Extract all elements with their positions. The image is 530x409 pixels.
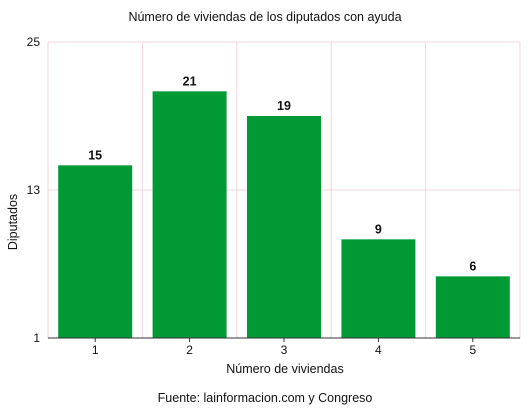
y-axis-label: Diputados xyxy=(6,194,20,250)
source-note: Fuente: lainformacion.com y Congreso xyxy=(158,391,373,405)
data-label: 6 xyxy=(469,259,476,273)
x-tick-label: 5 xyxy=(469,343,476,357)
bar xyxy=(341,239,416,338)
y-tick-label: 13 xyxy=(27,183,41,197)
plot-area: 15 21 19 9 6 1 2 3 4 5 1 13 25 xyxy=(27,35,521,357)
bar xyxy=(435,276,510,338)
x-tick-label: 4 xyxy=(375,343,382,357)
chart-title: Número de viviendas de los diputados con… xyxy=(128,10,401,24)
data-label: 9 xyxy=(375,222,382,236)
x-tick-label: 2 xyxy=(186,343,193,357)
data-label: 15 xyxy=(88,148,102,162)
x-axis-label: Número de viviendas xyxy=(226,362,343,376)
y-tick-label: 25 xyxy=(27,35,41,49)
y-tick-label: 1 xyxy=(33,331,40,345)
bar xyxy=(152,91,227,338)
data-label: 19 xyxy=(277,99,291,113)
bar xyxy=(58,165,133,338)
bar xyxy=(247,116,321,338)
data-label: 21 xyxy=(183,74,197,88)
x-tick-label: 1 xyxy=(92,343,99,357)
x-tick-label: 3 xyxy=(281,343,288,357)
